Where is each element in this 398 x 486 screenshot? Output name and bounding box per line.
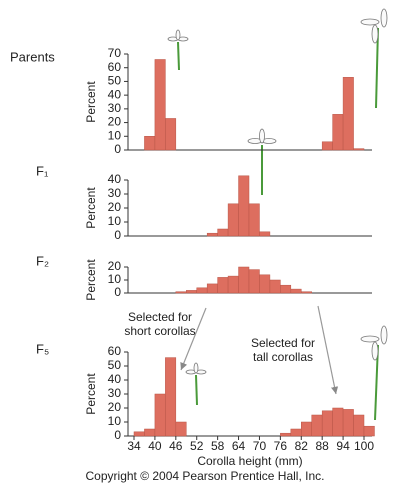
bar [343, 409, 353, 436]
flower-icon [168, 30, 188, 70]
bar [186, 290, 196, 293]
bar [301, 292, 311, 293]
copyright: Copyright © 2004 Pearson Prentice Hall, … [86, 469, 325, 483]
flower-icon [361, 9, 387, 108]
x-axis-label: Corolla height (mm) [197, 454, 302, 468]
flower-icon [361, 326, 387, 420]
x-tick-label: 52 [190, 439, 204, 453]
bar [144, 429, 154, 436]
flower-icon [186, 363, 206, 405]
x-tick-label: 46 [169, 439, 183, 453]
y-tick-label: 30 [108, 101, 122, 115]
y-tick-label: 10 [108, 214, 122, 228]
bar [239, 176, 249, 236]
y-tick-label: 70 [108, 46, 122, 60]
panel-label: Parents [10, 49, 55, 64]
y-tick-label: 20 [108, 115, 122, 129]
bar [207, 284, 217, 293]
bar [218, 277, 228, 293]
bar [249, 270, 259, 293]
bar [144, 136, 154, 150]
bar [239, 267, 249, 293]
x-tick-label: 70 [253, 439, 267, 453]
x-tick-label: 64 [232, 439, 246, 453]
bar [207, 233, 217, 236]
bar [364, 426, 374, 436]
x-tick-label: 82 [295, 439, 309, 453]
bar [134, 432, 144, 436]
y-tick-label: 0 [114, 142, 121, 156]
bar [312, 415, 322, 436]
bar [218, 229, 228, 236]
y-axis-label: Percent [84, 373, 98, 415]
bar [228, 204, 238, 236]
bar [354, 149, 364, 150]
panel-label: F₅ [36, 341, 49, 356]
arrow [318, 306, 336, 394]
y-tick-label: 40 [108, 87, 122, 101]
y-axis-label: Percent [84, 81, 98, 123]
y-tick-label: 10 [108, 414, 122, 428]
annotation: tall corollas [253, 350, 313, 364]
bar [165, 118, 175, 150]
panel-label: F₂ [36, 253, 49, 268]
annotation: short corollas [124, 324, 195, 338]
bar [165, 358, 175, 436]
bar [155, 59, 165, 150]
bar [343, 77, 353, 150]
bar [259, 275, 269, 293]
x-tick-label: 34 [127, 439, 141, 453]
bar [259, 232, 269, 236]
x-tick-label: 100 [354, 439, 374, 453]
x-tick-label: 88 [316, 439, 330, 453]
bar [322, 142, 332, 150]
bar [322, 411, 332, 436]
bar [270, 280, 280, 293]
y-tick-label: 0 [114, 228, 121, 242]
bar [155, 394, 165, 436]
y-tick-label: 30 [108, 186, 122, 200]
y-tick-label: 60 [108, 60, 122, 74]
bar [291, 429, 301, 436]
y-tick-label: 0 [114, 285, 121, 299]
panel-label: F₁ [36, 163, 49, 178]
y-tick-label: 50 [108, 74, 122, 88]
bar [291, 289, 301, 293]
y-tick-label: 10 [108, 272, 122, 286]
y-tick-label: 30 [108, 386, 122, 400]
bar [333, 408, 343, 436]
bar [197, 288, 207, 293]
x-tick-label: 76 [274, 439, 288, 453]
bar [176, 292, 186, 293]
bar [354, 415, 364, 436]
y-tick-label: 20 [108, 400, 122, 414]
y-tick-label: 10 [108, 128, 122, 142]
y-tick-label: 0 [114, 428, 121, 442]
y-axis-label: Percent [84, 187, 98, 229]
flower-icon [248, 129, 276, 195]
y-tick-label: 40 [108, 372, 122, 386]
y-tick-label: 20 [108, 259, 122, 273]
x-tick-label: 40 [148, 439, 162, 453]
bar [333, 114, 343, 150]
x-tick-label: 58 [211, 439, 225, 453]
bar [280, 285, 290, 293]
annotation: Selected for [128, 310, 192, 324]
annotation: Selected for [251, 336, 315, 350]
y-tick-label: 50 [108, 358, 122, 372]
y-axis-label: Percent [84, 259, 98, 301]
y-tick-label: 20 [108, 200, 122, 214]
x-tick-label: 94 [336, 439, 350, 453]
bar [176, 422, 186, 436]
y-tick-label: 60 [108, 344, 122, 358]
figure: Copyright © 2004 Pearson Prentice Hall, … [0, 0, 398, 486]
bar [301, 422, 311, 436]
bar [249, 204, 259, 236]
y-tick-label: 40 [108, 172, 122, 186]
bar [280, 433, 290, 436]
bar [228, 276, 238, 293]
